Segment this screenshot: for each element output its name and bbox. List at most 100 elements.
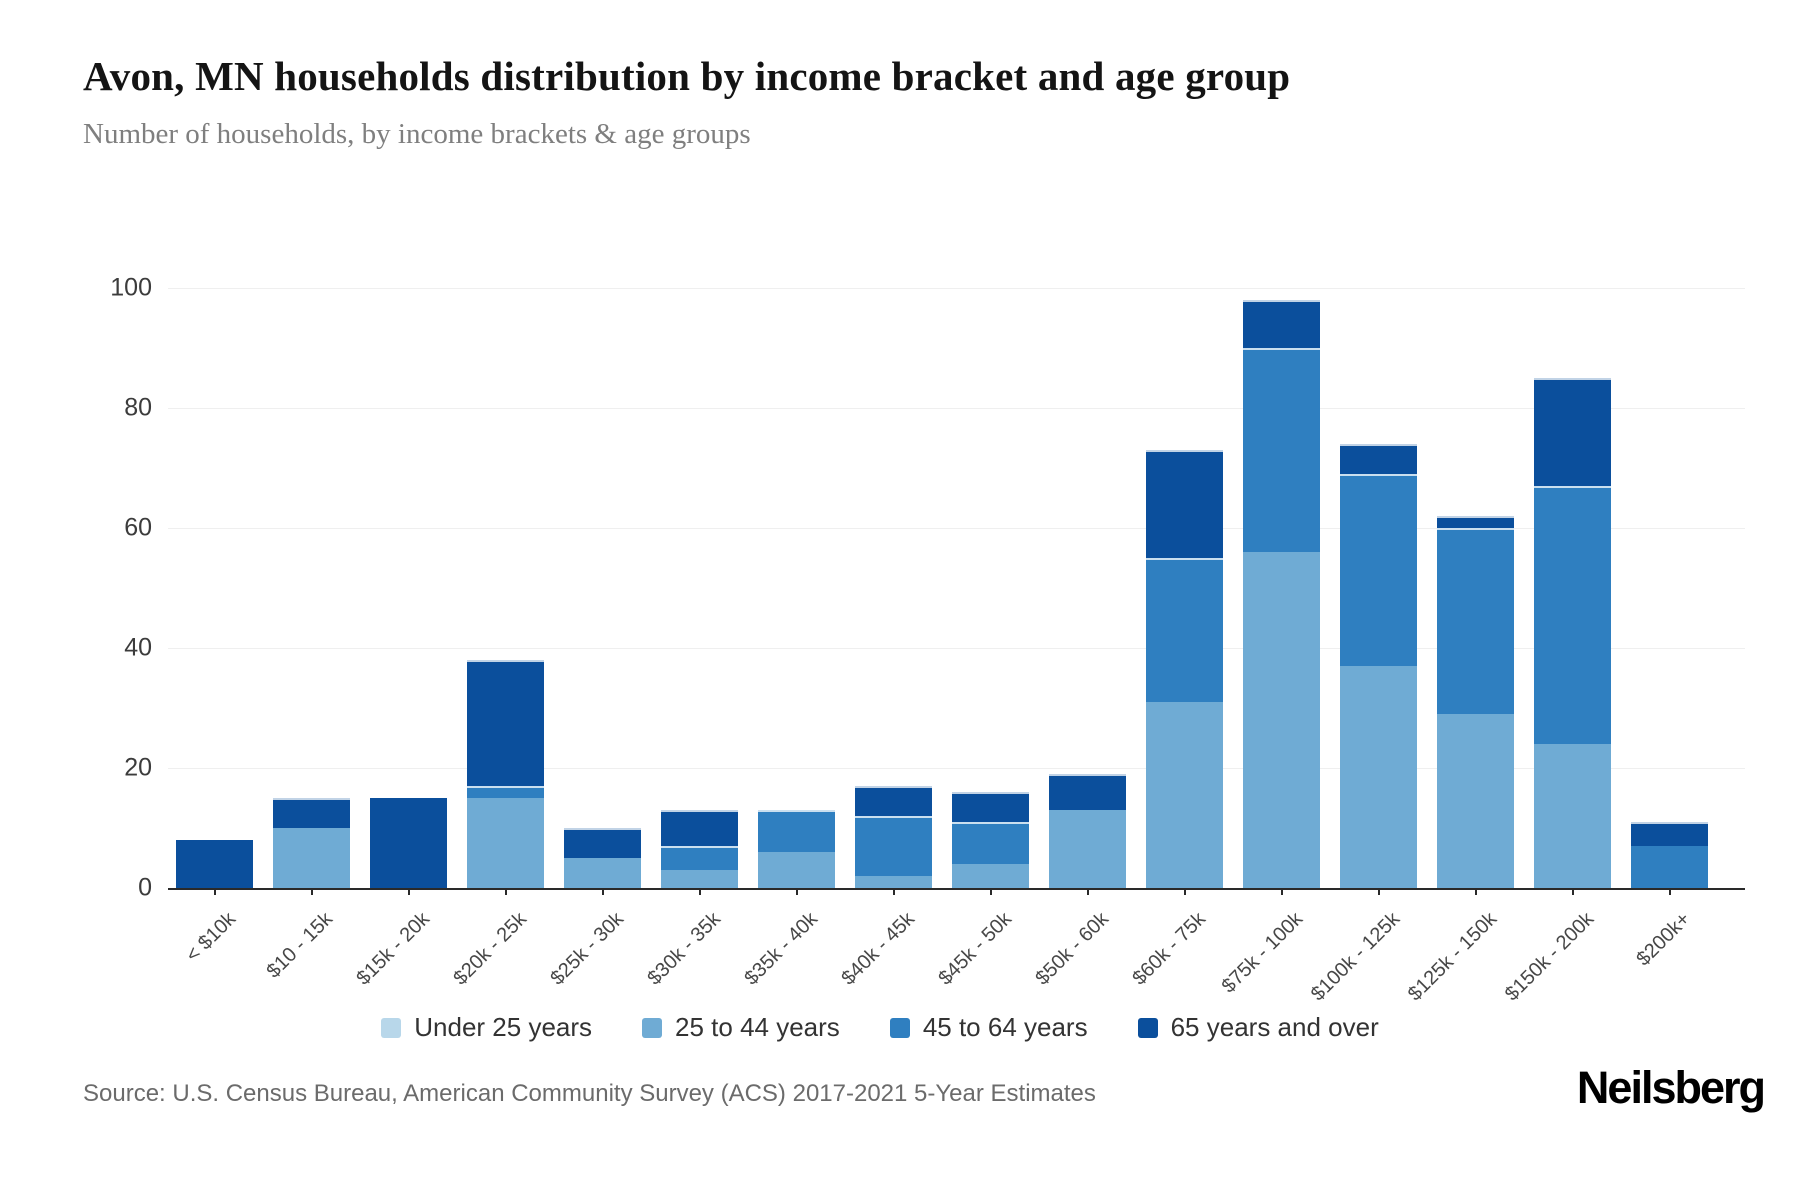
legend: Under 25 years 25 to 44 years 45 to 64 yea… bbox=[0, 1012, 1760, 1043]
x-tick-label: $50k - 60k bbox=[1031, 908, 1114, 990]
bar-segment bbox=[1340, 474, 1417, 666]
bar-segment bbox=[1534, 486, 1611, 744]
bar bbox=[661, 810, 738, 888]
x-axis-line bbox=[168, 888, 1745, 890]
x-tick bbox=[989, 888, 992, 895]
bar bbox=[273, 798, 350, 888]
x-tick-label: $150k - 200k bbox=[1500, 908, 1599, 1006]
bar-segment bbox=[855, 786, 932, 816]
legend-label: 65 years and over bbox=[1170, 1012, 1379, 1042]
x-tick-label: $40k - 45k bbox=[837, 908, 920, 990]
x-tick bbox=[795, 888, 798, 895]
bar-segment bbox=[176, 840, 253, 888]
x-tick-label: $25k - 30k bbox=[546, 908, 629, 990]
bar-segment bbox=[273, 798, 350, 828]
bar-segment bbox=[564, 858, 641, 888]
x-tick bbox=[1280, 888, 1283, 895]
legend-item: Under 25 years bbox=[381, 1012, 592, 1043]
bar-segment bbox=[661, 810, 738, 846]
x-tick-label: < $10k bbox=[181, 908, 241, 967]
bar-segment bbox=[1243, 348, 1320, 552]
x-tick-label: $60k - 75k bbox=[1128, 908, 1211, 990]
legend-item: 45 to 64 years bbox=[889, 1012, 1088, 1043]
page-subtitle: Number of households, by income brackets… bbox=[83, 118, 751, 150]
x-tick bbox=[213, 888, 216, 895]
x-tick-label: $45k - 50k bbox=[934, 908, 1017, 990]
bar-segment bbox=[1146, 558, 1223, 702]
bar bbox=[467, 660, 544, 888]
gridline bbox=[168, 408, 1745, 409]
bar bbox=[370, 798, 447, 888]
x-tick-label: $75k - 100k bbox=[1217, 908, 1308, 998]
source-text: Source: U.S. Census Bureau, American Com… bbox=[83, 1080, 1096, 1107]
legend-swatch bbox=[381, 1017, 402, 1038]
bar-segment bbox=[758, 852, 835, 888]
bar bbox=[1631, 822, 1708, 888]
x-tick-label: $10 - 15k bbox=[262, 908, 338, 983]
x-tick-label: $200k+ bbox=[1632, 908, 1696, 971]
bar bbox=[564, 828, 641, 888]
bar-segment bbox=[467, 660, 544, 786]
bar-segment bbox=[855, 816, 932, 876]
x-tick bbox=[1183, 888, 1186, 895]
bar bbox=[758, 810, 835, 888]
x-tick bbox=[1377, 888, 1380, 895]
y-tick-label: 100 bbox=[110, 273, 152, 302]
bar-segment bbox=[661, 870, 738, 888]
bar-segment bbox=[1049, 774, 1126, 810]
bar bbox=[1534, 378, 1611, 888]
legend-label: Under 25 years bbox=[414, 1012, 593, 1042]
bar bbox=[952, 792, 1029, 888]
plot-area: 0 20 40 60 80 100 bbox=[110, 274, 1745, 902]
gridline bbox=[168, 648, 1745, 649]
y-tick-label: 40 bbox=[124, 633, 152, 662]
bar-segment bbox=[1243, 300, 1320, 348]
bar-segment bbox=[273, 828, 350, 888]
bar bbox=[1340, 444, 1417, 888]
bar bbox=[1243, 300, 1320, 888]
gridline bbox=[168, 528, 1745, 529]
bar-segment bbox=[1049, 810, 1126, 888]
bar-segment bbox=[1146, 450, 1223, 558]
bar-segment bbox=[1437, 528, 1514, 714]
x-tick-label: $20k - 25k bbox=[449, 908, 532, 990]
legend-item: 65 years and over bbox=[1137, 1012, 1379, 1043]
bar-segment bbox=[467, 798, 544, 888]
y-tick-label: 0 bbox=[138, 873, 152, 902]
gridline bbox=[168, 288, 1745, 289]
bar-segment bbox=[1243, 552, 1320, 888]
x-tick-label: $100k - 125k bbox=[1306, 908, 1405, 1006]
legend-item: 25 to 44 years bbox=[642, 1012, 840, 1043]
bar-segment bbox=[952, 792, 1029, 822]
y-tick-label: 60 bbox=[124, 513, 152, 542]
legend-label: 25 to 44 years bbox=[675, 1012, 840, 1042]
bar-segment bbox=[564, 828, 641, 858]
legend-swatch bbox=[889, 1017, 910, 1038]
bar-segment bbox=[467, 786, 544, 798]
bar-segment bbox=[758, 810, 835, 852]
bar bbox=[1049, 774, 1126, 888]
bar bbox=[1437, 516, 1514, 888]
x-tick bbox=[504, 888, 507, 895]
bar-segment bbox=[952, 864, 1029, 888]
y-tick-label: 20 bbox=[124, 753, 152, 782]
bar-segment bbox=[1631, 846, 1708, 888]
x-tick-label: $30k - 35k bbox=[643, 908, 726, 990]
x-tick bbox=[1086, 888, 1089, 895]
bar bbox=[855, 786, 932, 888]
x-tick bbox=[407, 888, 410, 895]
legend-swatch bbox=[1137, 1017, 1158, 1038]
bar-segment bbox=[370, 798, 447, 888]
bar-segment bbox=[1534, 378, 1611, 486]
bar-segment bbox=[1340, 666, 1417, 888]
x-tick bbox=[698, 888, 701, 895]
bar bbox=[176, 840, 253, 888]
bar bbox=[1146, 450, 1223, 888]
x-tick bbox=[601, 888, 604, 895]
bar-segment bbox=[1340, 444, 1417, 474]
bar-segment bbox=[661, 846, 738, 870]
x-tick-label: $35k - 40k bbox=[740, 908, 823, 990]
gridline bbox=[168, 768, 1745, 769]
bar-segment bbox=[1631, 822, 1708, 846]
